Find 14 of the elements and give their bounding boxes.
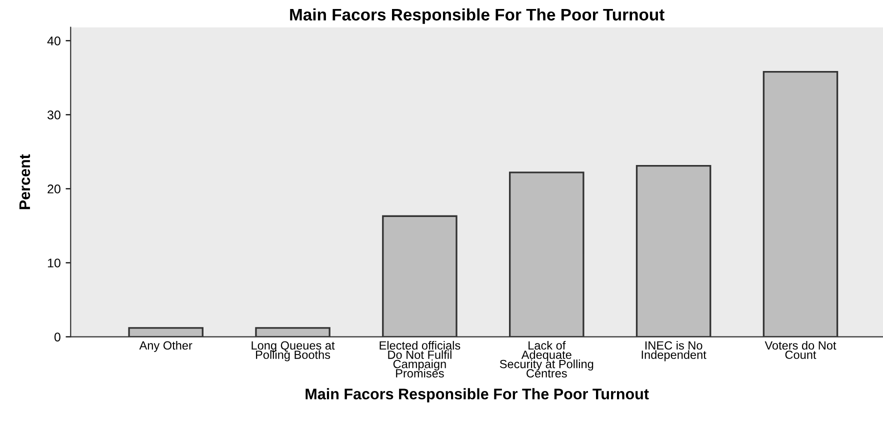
y-tick-label: 30	[47, 110, 60, 120]
y-tick-label: 40	[47, 36, 60, 46]
x-tick-label: Any Other	[139, 340, 192, 352]
x-tick-label: Long Queues at Polling Booths	[252, 341, 335, 362]
x-axis-title: Main Facors Responsible For The Poor Turnout	[306, 388, 649, 402]
x-tick-label: Lack of Adequate Security at Polling Centres	[500, 340, 594, 378]
y-axis-title: Percent	[19, 154, 30, 210]
y-tick-label: 0	[54, 332, 60, 342]
x-tick-label: Voters do Not Count	[764, 340, 836, 359]
y-tick-label: 20	[48, 184, 60, 194]
x-tick-label: INEC is No Independent	[642, 340, 706, 362]
chart-title: Main Facors Responsible For The Poor Turnout	[290, 8, 664, 24]
x-tick-label: Elected officials Do Not Fulfil Campaign Promises	[380, 340, 460, 378]
y-tick-label: 10	[48, 258, 60, 268]
